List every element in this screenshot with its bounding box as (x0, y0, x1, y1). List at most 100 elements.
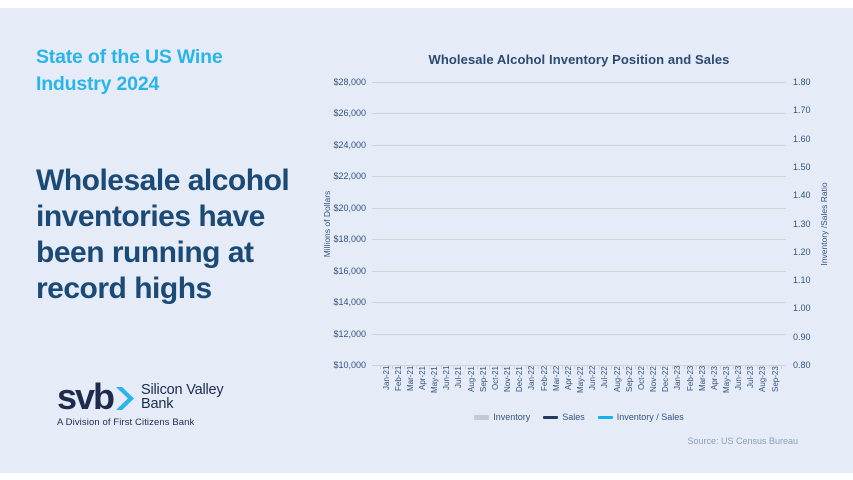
left-axis-tick-label: $16,000 (333, 265, 366, 276)
legend-item: Inventory (474, 412, 530, 422)
x-axis-tick-label: Feb-23 (685, 366, 695, 392)
x-axis-tick-mark (635, 365, 637, 369)
legend-label: Sales (562, 412, 585, 422)
legend-label: Inventory / Sales (616, 412, 684, 422)
x-axis-tick-mark (513, 365, 515, 369)
x-axis-tick-label: Jul-22 (600, 366, 610, 388)
x-axis-tick-mark (416, 365, 418, 369)
chart: Wholesale Alcohol Inventory Position and… (0, 8, 853, 473)
x-axis-tick-mark (756, 365, 758, 369)
gridline (372, 302, 786, 304)
gridline (372, 270, 786, 272)
svb-logo-tagline: A Division of First Citizens Bank (57, 417, 195, 428)
x-axis-tick-mark (465, 365, 467, 369)
right-axis-tick-label: 0.80 (793, 360, 811, 370)
left-axis-tick-label: $14,000 (333, 297, 366, 308)
right-axis-tick-label: 1.20 (793, 246, 811, 257)
kicker-line: Industry 2024 (36, 73, 160, 95)
right-axis-tick-label: 1.50 (793, 161, 811, 172)
source-note: Source: US Census Bureau (687, 436, 798, 446)
x-axis-tick-mark (732, 365, 734, 369)
x-axis-tick-mark (562, 365, 564, 369)
chart-title: Wholesale Alcohol Inventory Position and… (428, 52, 730, 67)
x-axis-tick-label: Apr-22 (563, 366, 573, 391)
legend-line-swatch-icon (597, 415, 613, 419)
x-axis-tick-label: Feb-22 (539, 366, 549, 392)
x-axis-tick-mark (489, 365, 491, 369)
headline-line: been running at (36, 236, 254, 269)
x-axis-tick-mark (574, 365, 576, 369)
x-axis-tick-mark (769, 365, 771, 369)
x-axis-tick-label: Mar-22 (551, 366, 561, 392)
right-axis-title: Inventory /Sales Ratio (819, 182, 829, 266)
gridline (372, 333, 786, 335)
slide-kicker: State of the US Wine Industry 2024 (36, 44, 223, 98)
left-axis-tick-label: $28,000 (333, 77, 366, 87)
x-axis-tick-label: Oct-21 (490, 366, 500, 391)
right-axis-tick-label: 1.30 (793, 218, 811, 229)
svb-logo-name-line: Silicon Valley (141, 382, 224, 398)
left-axis-tick-label: $18,000 (333, 234, 366, 245)
svb-logo-name-line: Bank (141, 396, 174, 412)
right-axis-tick-label: 1.10 (793, 275, 811, 286)
legend-item: Inventory / Sales (597, 412, 684, 422)
right-axis-tick-label: 1.00 (793, 303, 811, 314)
x-axis-tick-label: Mar-21 (405, 366, 415, 392)
right-axis-tick-label: 1.70 (793, 105, 811, 116)
x-axis-tick-mark (744, 365, 746, 369)
gridline (372, 82, 786, 83)
x-axis-tick-mark (586, 365, 588, 369)
right-axis-tick-label: 1.60 (793, 133, 811, 144)
left-axis-tick-label: $26,000 (333, 108, 366, 119)
x-axis-tick-mark (659, 365, 661, 369)
x-axis-tick-mark (708, 365, 710, 369)
x-axis-tick-label: Apr-23 (709, 366, 719, 391)
x-axis-tick-mark (392, 365, 394, 369)
x-axis-tick-label: Jan-22 (527, 366, 537, 391)
svb-logo: svb Silicon Valley Bank A Division of Fi… (57, 376, 224, 429)
x-axis-tick-mark (696, 365, 698, 369)
x-axis-tick-mark (501, 365, 503, 369)
x-axis-tick-label: Sep-23 (770, 366, 780, 392)
x-axis-tick-mark (598, 365, 600, 369)
x-axis-tick-label: Jan-23 (673, 366, 683, 391)
x-axis-tick-mark (525, 365, 527, 369)
left-axis-tick-label: $24,000 (333, 139, 366, 150)
left-axis-title: Millions of Dollars (322, 190, 332, 258)
x-axis-tick-label: Aug-23 (758, 366, 768, 392)
right-axis-tick-label: 0.90 (793, 331, 811, 342)
x-axis-tick-label: Mar-23 (697, 366, 707, 392)
headline-line: Wholesale alcohol (36, 164, 290, 197)
x-axis-tick-mark (440, 365, 442, 369)
x-axis-tick-mark (781, 365, 783, 369)
legend-label: Inventory (493, 412, 531, 422)
x-axis-tick-label: Jan-21 (381, 366, 391, 391)
svb-logo-row: svb Silicon Valley Bank (57, 376, 224, 417)
slide-headline: Wholesale alcohol inventories have been … (36, 163, 290, 307)
svb-logo-name: Silicon Valley Bank (141, 382, 224, 412)
x-axis-tick-mark (428, 365, 430, 369)
x-axis-tick-label: Sep-22 (624, 366, 634, 392)
x-axis-tick-mark (720, 365, 722, 369)
x-axis-tick-mark (538, 365, 539, 369)
legend-bar-swatch-icon (474, 414, 490, 420)
slide-background: State of the US Wine Industry 2024 Whole… (0, 8, 853, 473)
gridline (372, 207, 786, 209)
legend-item: Sales (543, 412, 585, 422)
x-axis-tick-mark (379, 365, 381, 369)
x-axis-tick-mark (477, 365, 479, 369)
x-axis-tick-mark (404, 365, 406, 369)
x-axis-tick-mark (647, 365, 649, 369)
kicker-line: State of the US Wine (36, 46, 223, 68)
x-axis-tick-label: Oct-22 (636, 366, 646, 391)
left-axis-tick-label: $10,000 (333, 360, 366, 370)
right-axis-tick-label: 1.40 (793, 190, 811, 201)
right-axis-tick-label: 1.80 (793, 77, 811, 87)
chevron-right-icon (116, 386, 135, 410)
gridline (372, 144, 786, 146)
x-axis-tick-mark (610, 365, 612, 369)
headline-line: inventories have (36, 200, 265, 233)
svb-logo-mark: svb (57, 376, 115, 417)
gridline (372, 113, 786, 115)
